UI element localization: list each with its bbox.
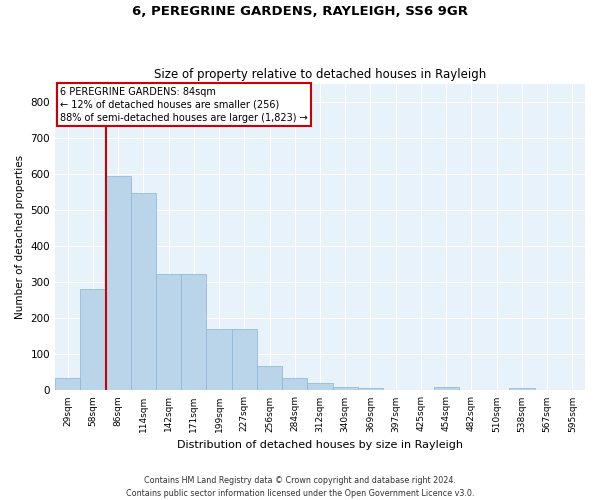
Bar [509, 388, 535, 390]
Bar [181, 274, 206, 390]
Bar [131, 192, 156, 390]
Bar [55, 378, 80, 390]
Bar [206, 329, 232, 390]
Text: 6, PEREGRINE GARDENS, RAYLEIGH, SS6 9GR: 6, PEREGRINE GARDENS, RAYLEIGH, SS6 9GR [132, 5, 468, 18]
Bar [358, 388, 383, 390]
Bar [434, 387, 459, 390]
Bar [307, 383, 332, 390]
Bar [257, 366, 282, 390]
Bar [332, 387, 358, 390]
X-axis label: Distribution of detached houses by size in Rayleigh: Distribution of detached houses by size … [177, 440, 463, 450]
Text: Contains HM Land Registry data © Crown copyright and database right 2024.
Contai: Contains HM Land Registry data © Crown c… [126, 476, 474, 498]
Text: 6 PEREGRINE GARDENS: 84sqm
← 12% of detached houses are smaller (256)
88% of sem: 6 PEREGRINE GARDENS: 84sqm ← 12% of deta… [61, 86, 308, 123]
Bar [106, 176, 131, 390]
Bar [282, 378, 307, 390]
Bar [80, 290, 106, 390]
Title: Size of property relative to detached houses in Rayleigh: Size of property relative to detached ho… [154, 68, 486, 81]
Bar [156, 274, 181, 390]
Bar [232, 329, 257, 390]
Y-axis label: Number of detached properties: Number of detached properties [15, 155, 25, 319]
